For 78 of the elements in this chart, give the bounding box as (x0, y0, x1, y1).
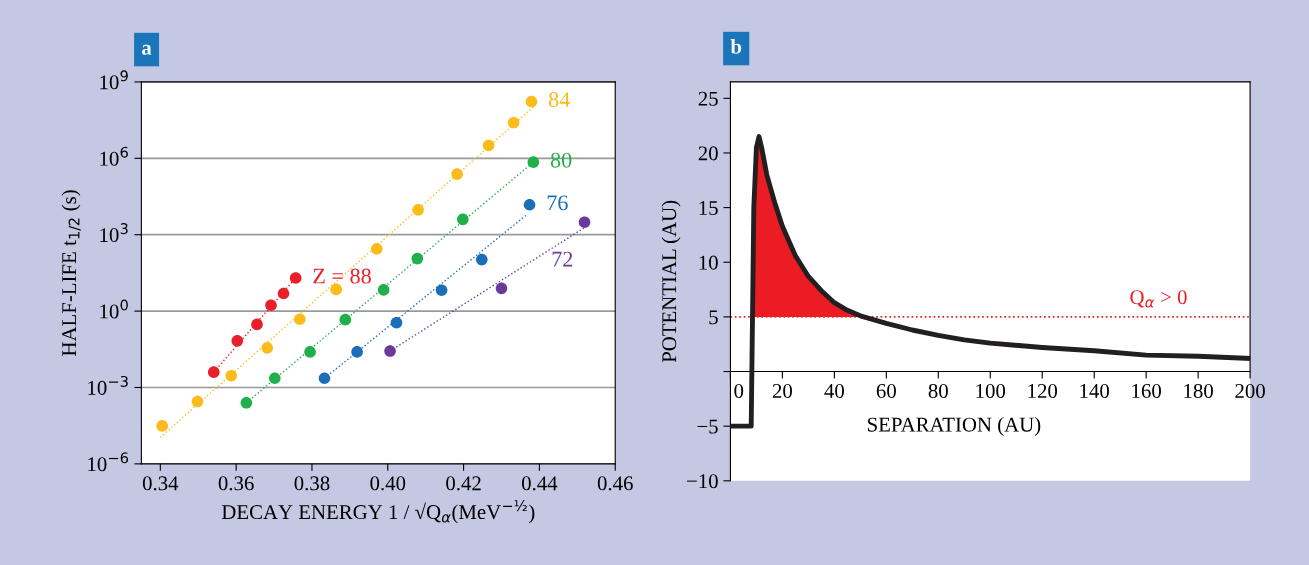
point (384, 345, 396, 357)
x-tick-label: 100 (976, 383, 1006, 398)
point (225, 369, 238, 382)
y-tick-label: 5 (709, 310, 718, 325)
x-tick-label: 200 (1235, 383, 1265, 398)
chart-title: a (142, 44, 152, 55)
point (507, 116, 520, 129)
point (475, 253, 488, 266)
point (457, 213, 469, 226)
point (304, 346, 316, 358)
x-tick-label: 0.34 (142, 476, 179, 491)
point (277, 287, 290, 300)
y-tick-label: 15 (699, 201, 718, 216)
y-axis-title: POTENTIAL (AU) (661, 200, 681, 363)
series-label: 72 (552, 251, 573, 267)
point (435, 284, 448, 297)
chart-title: b (730, 39, 742, 54)
x-tick-label: 0.44 (521, 476, 558, 491)
point (207, 366, 220, 378)
point (265, 299, 277, 312)
x-tick-label: 0.40 (370, 476, 406, 491)
series-label: Z = 88 (313, 268, 371, 284)
x-tick-label: 0.46 (597, 476, 633, 491)
y-tick-label: −10 (687, 474, 718, 489)
y-tick-label: 10$^{9}$ (100, 70, 128, 90)
x-tick-label: 140 (1080, 383, 1110, 398)
x-axis-title: SEPARATION (AU) (867, 416, 1041, 436)
x-tick-label: 180 (1184, 383, 1213, 398)
point (261, 342, 274, 354)
x-tick-label: 0.42 (446, 476, 481, 491)
point (269, 372, 281, 385)
point (377, 284, 390, 296)
point (411, 252, 424, 265)
x-tick-label: 20 (772, 383, 793, 398)
point (527, 156, 540, 168)
y-tick-label: 10$^{0}$ (100, 299, 128, 319)
point (294, 313, 306, 326)
point (231, 335, 244, 347)
point (330, 283, 343, 296)
point (412, 204, 424, 216)
point (251, 318, 263, 331)
x-tick-label: 0.36 (218, 476, 254, 491)
x-tick-label: 0.38 (294, 476, 330, 491)
point (578, 216, 591, 228)
point (318, 372, 331, 385)
point (289, 272, 302, 284)
y-tick-label: 10 (699, 255, 718, 270)
y-tick-label: 20 (698, 146, 718, 161)
series-label: 80 (550, 152, 572, 168)
y-tick-label: 10$^{−6}$ (88, 452, 129, 472)
point (495, 282, 508, 295)
series-label: 76 (547, 195, 568, 211)
x-tick-label: 120 (1028, 383, 1058, 398)
point (191, 395, 204, 408)
point (240, 397, 253, 409)
y-tick-label: 10$^{3}$ (100, 223, 128, 243)
point (370, 242, 383, 255)
x-tick-label: 60 (876, 383, 896, 398)
point (451, 168, 463, 180)
y-tick-label: 10$^{−3}$ (88, 375, 128, 395)
point (339, 313, 352, 326)
point (525, 95, 538, 108)
y-axis-title: HALF-LIFE t$_{1/2}$ (s) (61, 190, 81, 356)
x-tick-label: 80 (928, 383, 948, 398)
x-axis-title: DECAY ENERGY 1 / √Q$_{α}$(MeV$^{−½}$) (221, 500, 535, 524)
point (482, 139, 495, 152)
x-tick-label: 0 (734, 383, 744, 398)
x-tick-label: 40 (824, 383, 844, 398)
x-tick-label: 160 (1132, 383, 1161, 398)
series-label: 84 (548, 92, 570, 108)
y-tick-label: −5 (697, 419, 718, 434)
y-tick-label: 25 (698, 91, 718, 106)
point (390, 316, 403, 329)
y-tick-label: 10$^{6}$ (100, 146, 128, 166)
point (351, 346, 363, 358)
point (523, 198, 536, 211)
point (156, 420, 169, 432)
ref-line-label: Q$_{α}$ > 0 (1130, 290, 1187, 308)
